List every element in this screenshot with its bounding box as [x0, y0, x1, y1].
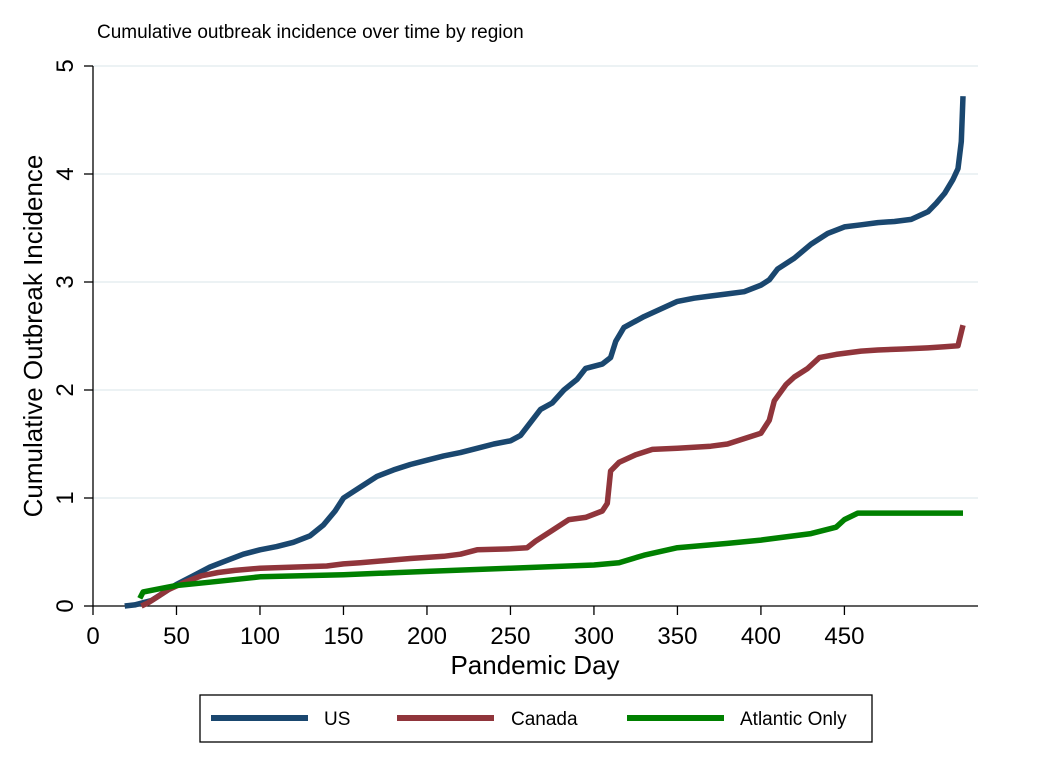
legend-label: US [324, 709, 350, 730]
y-tick-label: 4 [52, 167, 79, 180]
x-tick-label: 100 [240, 623, 280, 650]
y-tick-label: 2 [52, 383, 79, 396]
x-tick-label: 300 [574, 623, 614, 650]
x-tick-label: 150 [323, 623, 363, 650]
y-tick-label: 5 [52, 59, 79, 72]
y-tick-label: 1 [52, 491, 79, 504]
legend: US Canada Atlantic Only [199, 694, 873, 743]
legend-label: Atlantic Only [740, 709, 847, 730]
x-tick-label: 200 [407, 623, 447, 650]
x-tick-label: 250 [490, 623, 530, 650]
series-line-canada [140, 324, 966, 609]
series-line-atlantic-only [137, 510, 963, 600]
y-tick-label: 0 [52, 599, 79, 612]
series-line-us [124, 96, 966, 609]
x-tick-label: 50 [163, 623, 190, 650]
x-tick-label: 0 [86, 623, 99, 650]
y-tick-label: 3 [52, 275, 79, 288]
x-axis-title: Pandemic Day [450, 650, 619, 680]
gridlines [93, 65, 978, 499]
series-lines [124, 96, 966, 609]
y-axis-title: Cumulative Outbreak Incidence [18, 155, 48, 518]
legend-label: Canada [511, 709, 578, 730]
legend-box [199, 694, 873, 743]
x-tick-label: 400 [741, 623, 781, 650]
x-tick-label: 350 [657, 623, 697, 650]
chart-title: Cumulative outbreak incidence over time … [97, 22, 524, 43]
x-tick-label: 450 [824, 623, 864, 650]
